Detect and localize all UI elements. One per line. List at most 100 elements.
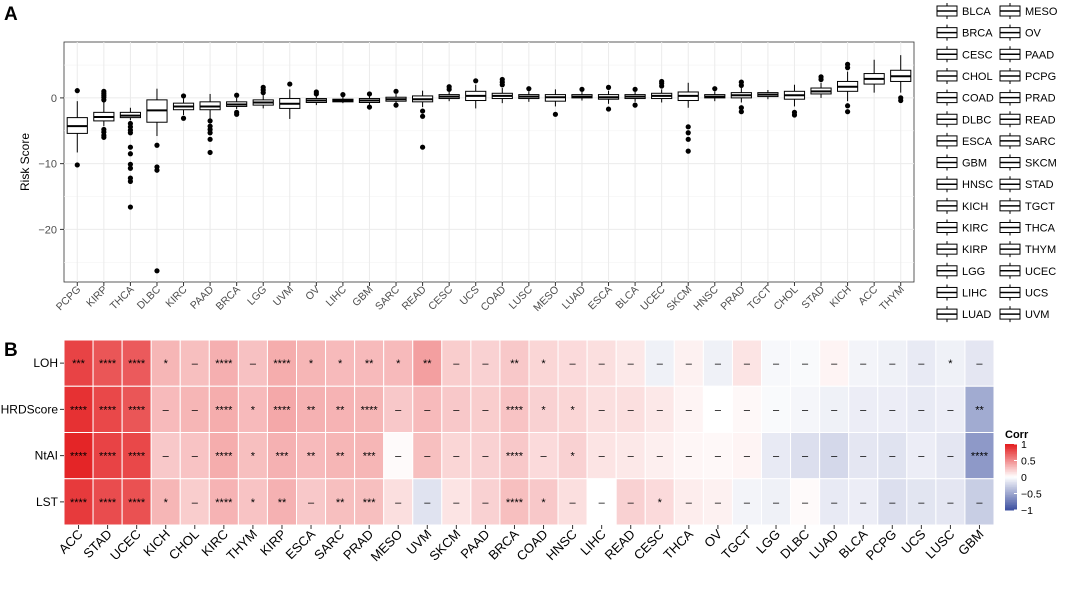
heatmap-cell — [964, 432, 995, 480]
column-label: OV — [701, 526, 725, 550]
legend-label: BLCA — [962, 6, 991, 18]
box-pcpg — [66, 88, 88, 168]
significance-label: *** — [363, 451, 377, 463]
significance-label: ** — [975, 404, 984, 416]
colorbar-strip — [1005, 493, 1017, 496]
significance-label: **** — [70, 451, 88, 463]
heatmap-cell — [470, 339, 501, 387]
colorbar-strip — [1005, 450, 1017, 453]
outlier-point — [313, 89, 319, 95]
legend-item-sarc: SARC — [999, 132, 1056, 149]
colorbar-strip — [1005, 481, 1017, 485]
heatmap-cell — [296, 478, 327, 526]
legend-item-lgg: LGG — [936, 262, 985, 279]
significance-label: – — [453, 358, 460, 370]
column-label: ESCA — [283, 526, 319, 562]
outlier-point — [632, 102, 638, 108]
significance-label: – — [424, 451, 431, 463]
colorbar-strip — [1005, 460, 1017, 463]
heatmap-cell — [412, 385, 443, 433]
colorbar-strip — [1005, 495, 1017, 498]
y-tick-label: 0 — [51, 93, 57, 105]
significance-label: ** — [336, 497, 345, 509]
heatmap-cell — [586, 478, 617, 526]
outlier-point — [579, 86, 585, 92]
significance-label: **** — [99, 497, 117, 509]
significance-label: – — [657, 358, 664, 370]
outlier-point — [127, 161, 134, 167]
significance-label: – — [424, 497, 431, 509]
heatmap-cell — [208, 385, 239, 433]
outlier-point — [818, 74, 824, 80]
colorbar-tick-label: −0.5 — [1021, 489, 1042, 501]
outlier-point — [74, 88, 80, 94]
heatmap-cell — [528, 339, 559, 387]
outlier-point — [207, 130, 213, 136]
significance-label: – — [628, 451, 635, 463]
boxplot-boxes — [66, 55, 912, 274]
box-meso — [544, 89, 566, 117]
outlier-point — [898, 97, 904, 104]
column-label: CESC — [631, 527, 667, 563]
heatmap-cell — [528, 385, 559, 433]
significance-label: **** — [215, 404, 233, 416]
heatmap-cell — [208, 432, 239, 480]
boxplot-legend: BLCA BRCA CESC CHOL COAD DLBC ESCA GBM HNSC KICH K… — [936, 3, 1058, 323]
significance-label: – — [628, 404, 635, 416]
x-tick-label: BLCA — [613, 284, 641, 312]
significance-label: – — [686, 451, 693, 463]
significance-label: – — [802, 404, 809, 416]
heatmap-cell — [790, 432, 821, 480]
column-label: LUSC — [922, 527, 957, 562]
heatmap-cell — [150, 385, 181, 433]
significance-label: – — [947, 497, 954, 509]
legend-item-coad: COAD — [936, 89, 994, 106]
y-tick-label: −20 — [38, 224, 57, 236]
x-tick-label: KICH — [827, 284, 853, 310]
x-tick-label: COAD — [478, 283, 508, 313]
outlier-point — [366, 104, 373, 110]
legend-item-stad: STAD — [999, 176, 1054, 193]
outlier-point — [605, 106, 612, 112]
significance-label: – — [831, 497, 838, 509]
outlier-point — [154, 268, 160, 274]
heatmap-cell — [964, 385, 995, 433]
outlier-point — [74, 162, 80, 168]
significance-label: *** — [276, 451, 290, 463]
significance-label: * — [338, 358, 343, 370]
heatmap-cell — [528, 478, 559, 526]
heatmap-cell — [121, 385, 152, 433]
x-tick-label: ESCA — [586, 284, 615, 313]
box-skcm — [677, 82, 699, 154]
significance-label: – — [715, 497, 722, 509]
column-label: THCA — [660, 526, 696, 562]
heatmap-cell — [354, 432, 385, 480]
boxplot-gridlines — [64, 42, 914, 282]
significance-label: – — [918, 497, 925, 509]
x-tick-label: LIHC — [324, 283, 350, 309]
significance-label: – — [918, 358, 925, 370]
outlier-point — [446, 84, 452, 90]
column-label: TGCT — [718, 526, 754, 562]
x-tick-label: OV — [303, 284, 322, 303]
outlier-point — [738, 79, 744, 85]
significance-label: – — [192, 497, 199, 509]
colorbar-strip — [1005, 478, 1017, 481]
significance-label: – — [773, 497, 780, 509]
significance-label: – — [192, 358, 199, 370]
significance-label: **** — [273, 358, 291, 370]
significance-label: – — [976, 497, 983, 509]
outlier-point — [659, 78, 665, 85]
significance-label: **** — [506, 404, 524, 416]
significance-label: – — [889, 451, 896, 463]
heatmap-cell — [121, 432, 152, 480]
significance-label: – — [395, 497, 402, 509]
legend-item-hnsc: HNSC — [936, 176, 993, 193]
significance-label: – — [192, 451, 199, 463]
heatmap-cell — [644, 432, 675, 480]
significance-label: – — [831, 404, 838, 416]
significance-label: **** — [506, 497, 524, 509]
box-sarc — [385, 88, 407, 108]
significance-label: **** — [361, 404, 379, 416]
